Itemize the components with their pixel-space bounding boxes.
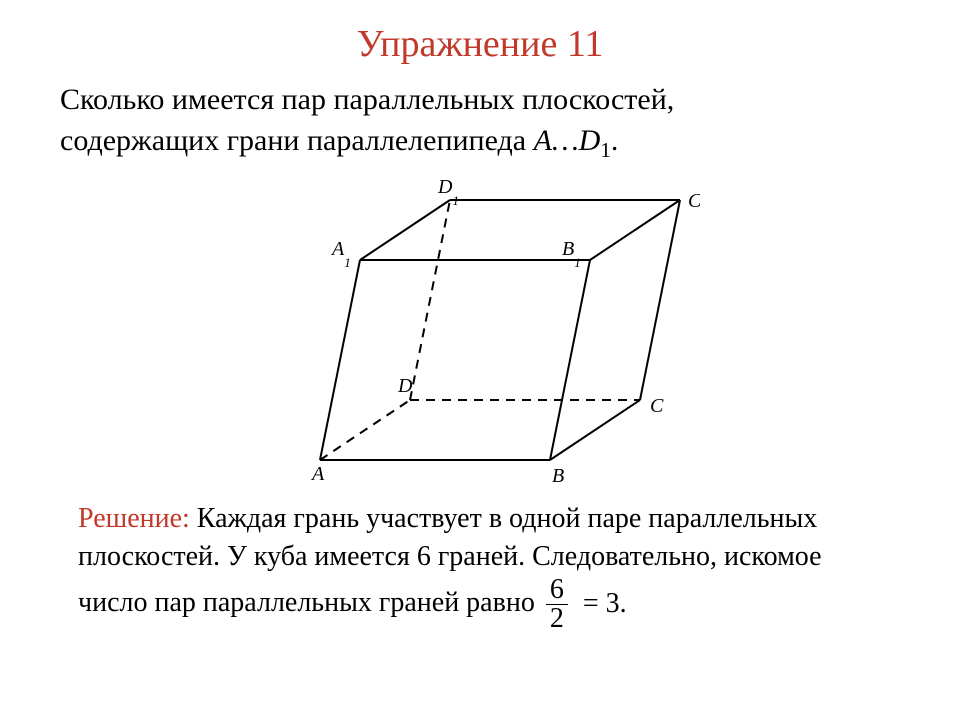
vertex-label-D1: D1 (437, 176, 459, 208)
question-line2-prefix: содержащих грани параллелепипеда (60, 124, 534, 157)
figure-container: A B C D A1 B1 C1 D1 (0, 175, 960, 490)
question-ellipsis: … (552, 124, 579, 157)
vertex-label-A1: A1 (330, 238, 351, 270)
fraction-numerator: 6 (546, 576, 568, 604)
parallelepiped-diagram: A B C D A1 B1 C1 D1 (260, 175, 700, 485)
edge-A-A1 (320, 260, 360, 460)
edge-A-D (320, 400, 410, 460)
solution-lead: Решение: (78, 503, 190, 534)
vertex-label-C: C (650, 395, 664, 417)
edge-D-D1 (410, 200, 450, 400)
vertex-label-D: D (397, 375, 413, 397)
question-sub1: 1 (600, 138, 611, 162)
slide: Упражнение 11 Сколько имеется пар паралл… (0, 0, 960, 720)
question-symbol-a: A (534, 124, 552, 157)
equals-result: = 3. (583, 585, 627, 623)
vertex-label-B: B (552, 465, 564, 485)
solution-text: Решение: Каждая грань участвует в одной … (78, 500, 878, 633)
question-text: Сколько имеется пар параллельных плоскос… (60, 80, 880, 164)
fraction: 6 2 (546, 576, 568, 633)
vertex-label-A: A (310, 463, 325, 485)
vertex-label-B1: B1 (562, 238, 581, 270)
question-line1: Сколько имеется пар параллельных плоскос… (60, 83, 674, 116)
solution-body: Каждая грань участвует в одной паре пара… (78, 503, 822, 618)
edge-B-C (550, 400, 640, 460)
edge-B-B1 (550, 260, 590, 460)
fraction-denominator: 2 (546, 604, 568, 633)
edge-B1-C1 (590, 200, 680, 260)
vertex-label-C1: C1 (688, 190, 700, 222)
question-tail: . (611, 124, 619, 157)
edge-C-C1 (640, 200, 680, 400)
question-symbol-d: D (579, 124, 601, 157)
exercise-title: Упражнение 11 (0, 22, 960, 66)
edge-D1-A1 (360, 200, 450, 260)
